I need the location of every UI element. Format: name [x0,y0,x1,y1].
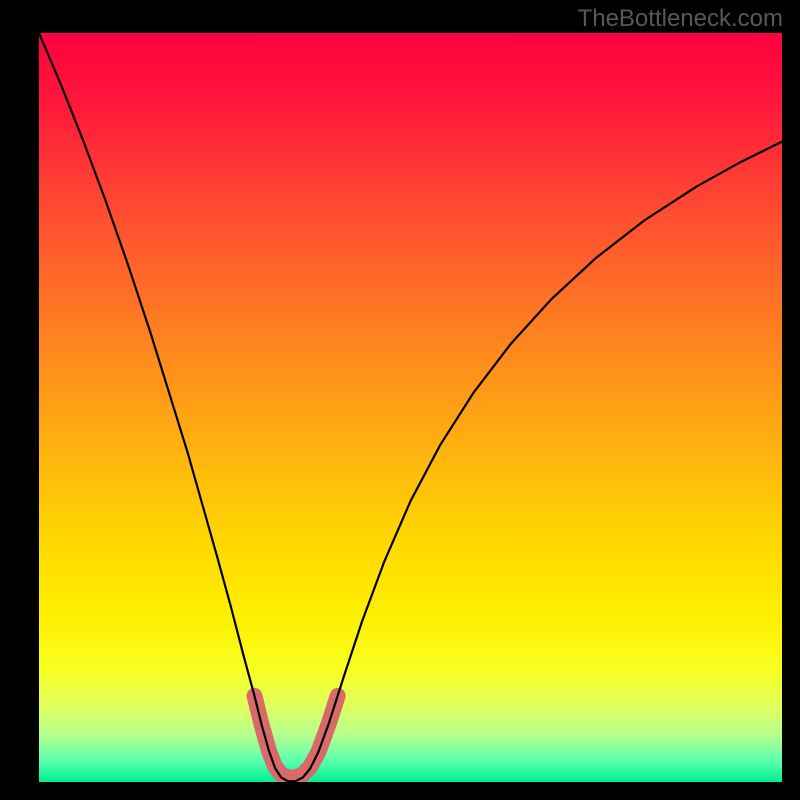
bottleneck-curve-path [39,33,782,781]
valley-highlight-path [254,696,337,778]
frame-border-left [0,0,39,800]
frame-border-right [782,0,800,800]
chart-svg [39,33,782,782]
chart-plot-area [39,33,782,782]
frame-border-bottom [0,782,800,800]
watermark-text: TheBottleneck.com [578,5,783,33]
